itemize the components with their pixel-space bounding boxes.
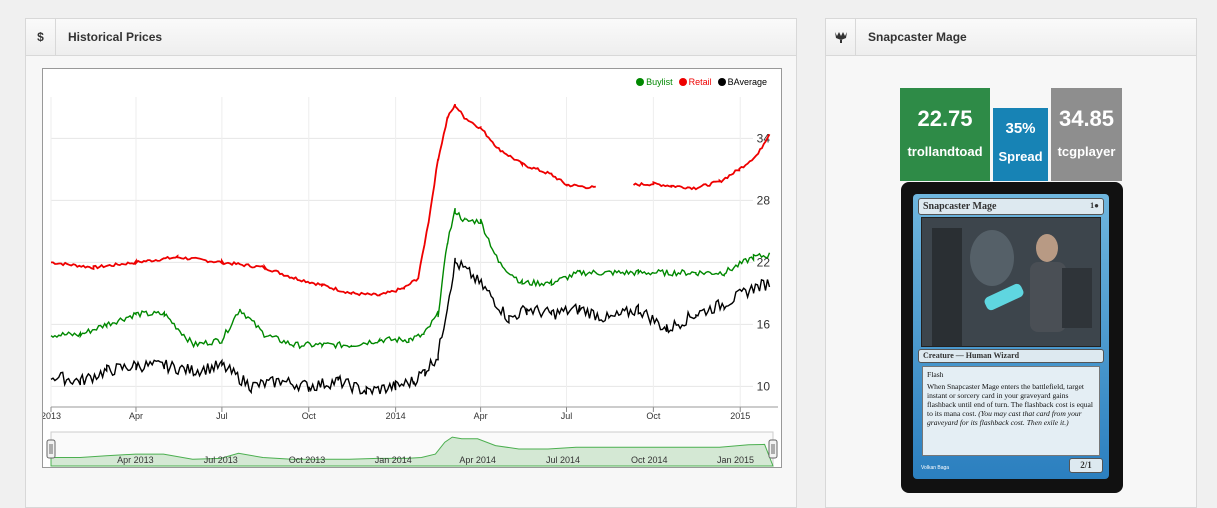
buylist-price-box[interactable]: 22.75 trollandtoad [900, 88, 990, 181]
spread-value: 35% [1005, 120, 1036, 137]
navigator-series [50, 436, 774, 467]
x-tick-label: Oct [302, 411, 317, 421]
x-tick-label: Oct [646, 411, 661, 421]
legend-buylist[interactable]: Buylist [636, 77, 673, 87]
card-title: Snapcaster Mage [868, 30, 967, 44]
historical-prices-panel: $ Historical Prices 10 16 22 28 34 2013 Apr Jul… [25, 18, 797, 508]
y-tick-label: 34 [757, 131, 771, 145]
x-tick-label: Jul [216, 411, 228, 421]
card-panel: Snapcaster Mage 22.75 trollandtoad 35% S… [825, 18, 1197, 508]
legend-baverage[interactable]: BAverage [717, 77, 767, 87]
series-line-retail [51, 103, 771, 297]
navigator-tick-label: Apr 2013 [117, 455, 154, 465]
legend-retail[interactable]: Retail [678, 77, 712, 87]
card-artist: Volkan Baga [921, 465, 950, 471]
navigator-tick-label: Jan 2015 [717, 455, 754, 465]
navigator-tick-label: Oct 2013 [289, 455, 326, 465]
dollar-icon: $ [26, 19, 56, 55]
trident-icon [826, 19, 856, 55]
historical-prices-title: Historical Prices [68, 30, 163, 44]
navigator-right-handle[interactable] [768, 439, 778, 459]
x-tick-label: 2013 [43, 411, 61, 421]
card-rules-text: Flash When Snapcaster Mage enters the ba… [922, 366, 1100, 456]
reminder-text: (You may cast that card from your gravey… [927, 409, 1082, 427]
x-tick-label: Apr [129, 411, 143, 421]
x-tick-label: Apr [474, 411, 488, 421]
card-panel-header: Snapcaster Mage [826, 19, 1196, 56]
retail-price: 34.85 [1058, 106, 1115, 131]
card-type-line: Creature — Human Wizard [918, 349, 1104, 363]
power-toughness: 2/1 [1069, 458, 1103, 473]
navigator-tick-label: Jul 2013 [204, 455, 238, 465]
y-tick-label: 22 [757, 255, 771, 269]
navigator-tick-label: Jul 2014 [546, 455, 580, 465]
card-face: Snapcaster Mage 1● Creature — Human Wiza… [913, 194, 1109, 479]
historical-prices-header: $ Historical Prices [26, 19, 796, 56]
navigator-tick-label: Apr 2014 [459, 455, 496, 465]
retail-vendor: tcgplayer [1057, 144, 1116, 159]
y-tick-label: 16 [757, 317, 771, 331]
price-chart[interactable]: 10 16 22 28 34 2013 Apr Jul Oct 2014 Apr Jul Oct 2015… [42, 68, 782, 468]
retail-price-box[interactable]: 34.85 tcgplayer [1051, 88, 1122, 181]
navigator-left-handle[interactable] [46, 439, 56, 459]
x-tick-label: Jul [561, 411, 573, 421]
spread-label: Spread [998, 149, 1043, 164]
price-chart-svg[interactable]: 10 16 22 28 34 2013 Apr Jul Oct 2014 Apr Jul Oct 2015… [43, 69, 783, 469]
spread-box: 35% Spread [993, 108, 1048, 181]
chart-legend: Buylist Retail BAverage [636, 77, 767, 87]
y-tick-label: 10 [757, 379, 771, 393]
navigator-tick-label: Jan 2014 [375, 455, 412, 465]
rules-line-1: Flash [927, 370, 944, 379]
x-tick-label: 2015 [730, 411, 750, 421]
card-name-bar: Snapcaster Mage 1● [918, 198, 1104, 215]
card-name: Snapcaster Mage [923, 201, 997, 212]
series-line-buylist [50, 207, 771, 350]
mana-cost: 1● [1090, 201, 1099, 210]
buylist-vendor: trollandtoad [907, 144, 983, 159]
rules-line-2: When Snapcaster Mage enters the battlefi… [927, 382, 1094, 418]
x-tick-label: 2014 [386, 411, 406, 421]
buylist-price: 22.75 [917, 106, 973, 131]
card-image: Snapcaster Mage 1● Creature — Human Wiza… [901, 182, 1123, 493]
navigator-tick-label: Oct 2014 [631, 455, 668, 465]
card-artwork [921, 217, 1101, 347]
series-line-baverage [50, 257, 771, 396]
y-tick-label: 28 [757, 193, 771, 207]
